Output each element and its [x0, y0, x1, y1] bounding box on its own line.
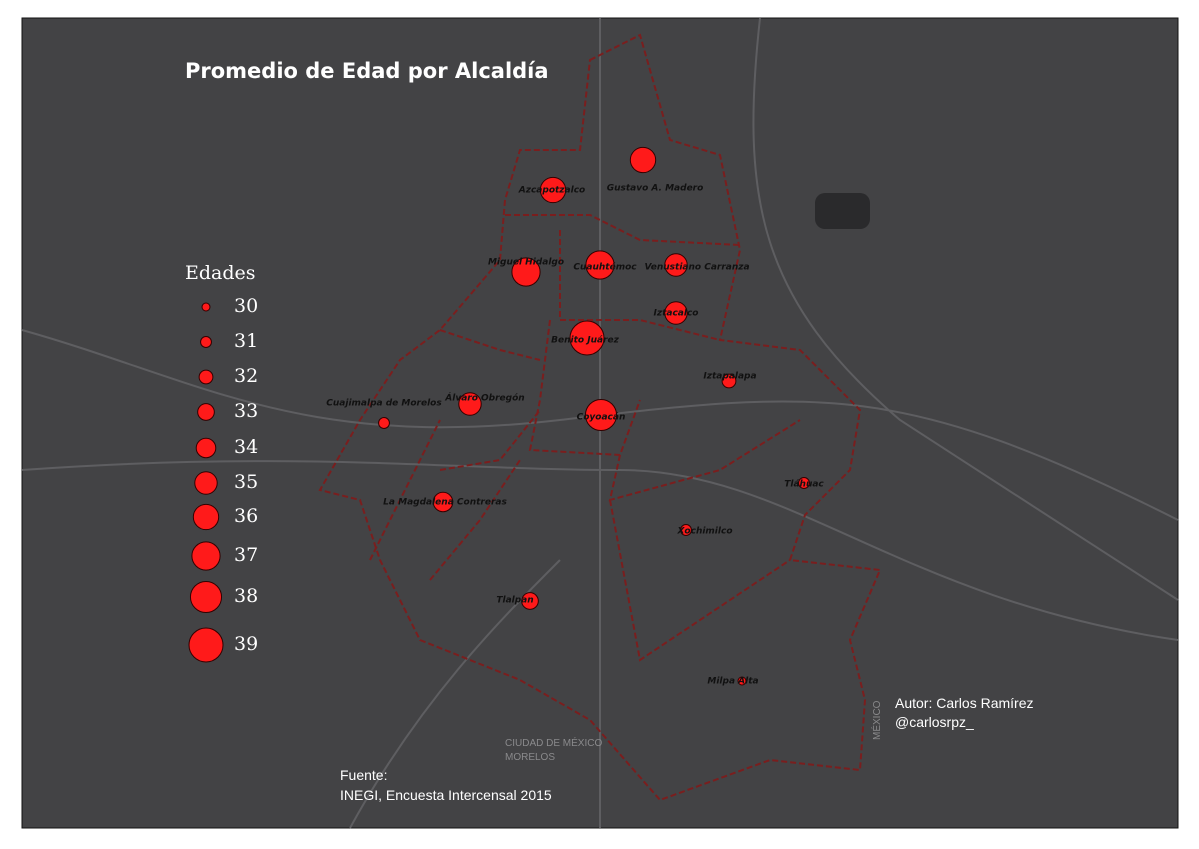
age-symbol — [511, 257, 541, 287]
basemap-label: MÉXICO — [870, 700, 883, 740]
age-symbol — [585, 250, 615, 280]
legend-title: Edades — [185, 262, 256, 284]
legend-symbol — [192, 503, 220, 531]
age-symbol — [584, 398, 618, 432]
basemap-label: MORELOS — [505, 752, 555, 763]
alcaldia-label: Gustavo A. Madero — [607, 184, 704, 194]
legend-symbol — [188, 627, 224, 663]
age-symbol — [521, 592, 539, 610]
alcaldia-label: Coyoacán — [577, 413, 626, 423]
alcaldia-label: Álvaro Obregón — [444, 392, 524, 404]
age-symbol — [680, 524, 692, 536]
author: @carlosrpz_ — [895, 714, 974, 730]
legend-symbol — [189, 580, 223, 614]
age-symbol — [629, 146, 657, 174]
source: INEGI, Encuesta Intercensal 2015 — [340, 787, 552, 803]
alcaldia-label: La Magdalena Contreras — [383, 498, 507, 508]
alcaldia-label: Benito Juárez — [551, 336, 619, 346]
alcaldia-label: Tláhuac — [784, 480, 824, 490]
legend-symbol — [194, 471, 218, 495]
alcaldia-label: Azcapotzalco — [518, 186, 585, 196]
age-symbol — [798, 477, 810, 489]
legend-label: 34 — [234, 436, 258, 458]
alcaldia-label: Cuajimalpa de Morelos — [326, 399, 442, 409]
legend-label: 36 — [234, 505, 258, 527]
source: Fuente: — [340, 767, 387, 783]
author: Autor: Carlos Ramírez — [895, 695, 1033, 711]
alcaldia-label: Iztapalapa — [703, 372, 756, 382]
legend-symbol — [197, 403, 215, 421]
age-symbol — [569, 320, 605, 356]
legend-symbol — [191, 541, 221, 571]
legend-label: 32 — [234, 365, 258, 387]
age-symbol — [458, 392, 482, 416]
age-symbol — [378, 417, 390, 429]
age-symbol — [432, 491, 454, 513]
legend-label: 37 — [234, 544, 258, 566]
alcaldia-label: Xochimilco — [676, 527, 732, 537]
age-symbol — [737, 676, 747, 686]
legend-label: 31 — [234, 330, 258, 352]
legend-symbol — [201, 302, 211, 312]
legend-label: 39 — [234, 633, 258, 655]
legend-symbol — [198, 369, 214, 385]
legend-label: 38 — [234, 585, 258, 607]
legend-label: 30 — [234, 295, 258, 317]
legend-symbol — [195, 437, 217, 459]
map-title: Promedio de Edad por Alcaldía — [185, 59, 549, 83]
age-symbol — [664, 253, 688, 277]
age-symbol — [721, 373, 737, 389]
legend-label: 33 — [234, 400, 258, 422]
alcaldia-label: Cuauhtémoc — [573, 262, 637, 273]
basemap — [21, 17, 1179, 829]
legend-symbol — [200, 336, 212, 348]
alcaldia-label: Milpa Alta — [707, 677, 758, 687]
age-symbol — [664, 301, 688, 325]
alcaldia-label: Iztacalco — [654, 309, 699, 319]
alcaldia-label: Miguel Hidalgo — [488, 258, 564, 268]
age-symbol — [539, 176, 567, 204]
basemap-label: CIUDAD DE MÉXICO — [505, 736, 602, 749]
alcaldia-label: Tlalpan — [496, 596, 533, 606]
legend-label: 35 — [234, 471, 258, 493]
alcaldia-label: Venustiano Carranza — [644, 263, 749, 273]
